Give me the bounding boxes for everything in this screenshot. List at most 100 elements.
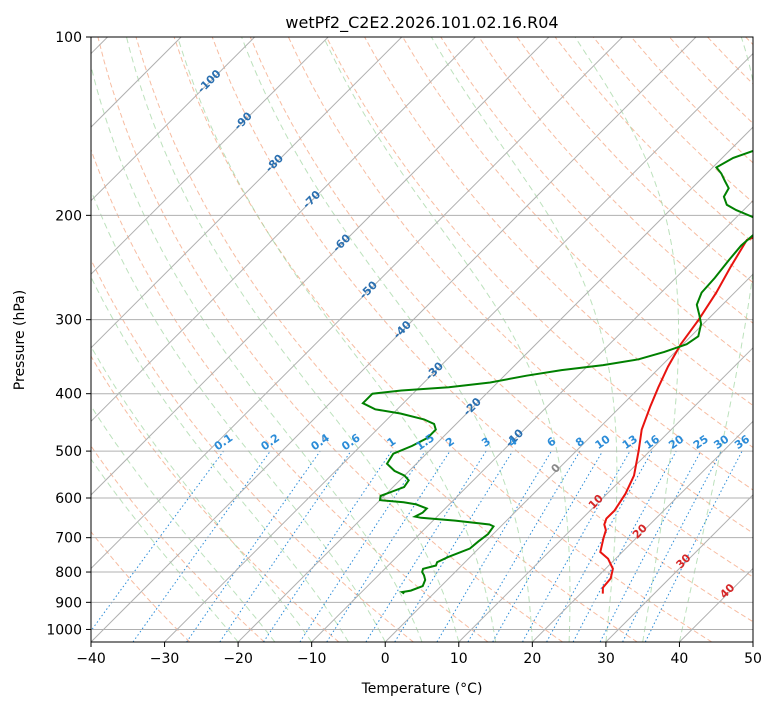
isotherm-line — [91, 37, 697, 642]
y-tick-label: 200 — [55, 208, 82, 224]
mixing-ratio-label: 20 — [666, 432, 686, 452]
isotherm-line — [91, 37, 403, 349]
moist-adiabat-line — [126, 37, 460, 642]
moist-adiabat-line — [91, 458, 239, 642]
x-tick-label: 10 — [450, 651, 468, 667]
moist-adiabat-line — [177, 37, 497, 642]
mixing-ratio-label: 0.2 — [259, 431, 282, 453]
x-tick-label: −30 — [150, 651, 180, 667]
moist-adiabat-line — [323, 37, 571, 642]
profile-line — [361, 149, 753, 595]
isotherm-line — [91, 37, 476, 423]
warm-isotherm-label: 20 — [630, 521, 650, 541]
reference-curve — [0, 37, 1, 642]
x-axis-label: Temperature (°C) — [361, 681, 483, 697]
isotherm-line — [311, 199, 753, 642]
isotherm-line — [91, 37, 550, 496]
dry-adiabat-line — [364, 37, 753, 449]
y-tick-label: 1000 — [46, 622, 82, 638]
y-tick-label: 400 — [55, 387, 82, 403]
x-tick-label: 0 — [381, 651, 390, 667]
isotherm-line — [237, 126, 753, 642]
profile-line — [599, 236, 753, 594]
dry-adiabat-line — [516, 37, 753, 284]
warm-isotherm-label: 0 — [549, 461, 564, 476]
dry-adiabat-line — [211, 37, 753, 623]
mixing-ratio-label: 0.6 — [339, 431, 363, 453]
mixing-ratio-line — [394, 450, 514, 642]
y-tick-label: 600 — [55, 491, 82, 507]
isotherm-label: -70 — [300, 188, 323, 211]
mixing-ratio-line — [219, 450, 352, 642]
mixing-ratio-line — [186, 450, 321, 642]
mixing-ratio-line — [522, 450, 631, 642]
y-axis-label: Pressure (hPa) — [12, 290, 28, 390]
y-tick-label: 700 — [55, 531, 82, 547]
isotherm-label: -90 — [232, 109, 255, 132]
dry-adiabat-line — [97, 37, 563, 642]
x-tick-label: −10 — [297, 651, 327, 667]
y-tick-label: 900 — [55, 595, 82, 611]
moist-adiabat-line — [430, 37, 618, 642]
x-tick-label: 30 — [597, 651, 615, 667]
y-tick-label: 300 — [55, 313, 82, 329]
mixing-ratio-line — [436, 450, 552, 642]
isotherm-line — [384, 273, 753, 642]
mixing-ratio-line — [326, 450, 451, 642]
isotherm-label: -60 — [330, 231, 353, 254]
dry-adiabat-line — [326, 37, 753, 491]
isotherm-line — [91, 37, 329, 275]
moist-adiabat-line — [574, 37, 680, 642]
profile-series — [361, 149, 753, 595]
dry-adiabat-line — [707, 37, 753, 85]
mixing-ratio-line — [572, 450, 677, 642]
isotherm-label: -50 — [357, 278, 380, 301]
moist-adiabat-line — [91, 275, 349, 642]
mixing-ratio-line — [622, 450, 722, 642]
mixing-ratio-line — [263, 450, 392, 642]
mixing-ratio-label: 2 — [443, 435, 457, 450]
moist-adiabat-line — [91, 188, 386, 642]
isotherm-line — [91, 37, 256, 202]
x-tick-label: 50 — [744, 651, 762, 667]
dry-adiabat-line — [91, 531, 191, 642]
mixing-ratio-label: 13 — [620, 433, 640, 452]
warm-isotherm-label: 30 — [674, 551, 694, 571]
mixing-ratio-line — [467, 450, 581, 642]
dry-adiabat-line — [249, 37, 753, 578]
dry-adiabat-line — [478, 37, 753, 324]
moist-adiabat-line — [91, 64, 423, 642]
moist-adiabat-line — [241, 37, 533, 642]
dry-adiabat-line — [554, 37, 753, 244]
dry-adiabat-line — [91, 445, 265, 642]
isotherm-line — [605, 494, 753, 642]
y-axis-ticks: 100 200 300 400 500 600 700 800 900 1000 — [46, 30, 91, 638]
dry-adiabat-line — [91, 355, 340, 642]
grid-lines — [91, 37, 753, 642]
dry-adiabat-line — [91, 148, 489, 642]
x-axis-ticks: −40 −30 −20 −10 0 10 20 30 40 50 — [76, 642, 762, 667]
mixing-ratio-label: 0.4 — [308, 431, 332, 453]
plot-frame — [90, 36, 754, 643]
background-lines — [0, 37, 753, 642]
dry-adiabat-line — [440, 37, 753, 365]
dry-adiabat-line — [135, 37, 638, 642]
isotherm-label: -100 — [195, 67, 224, 96]
dry-adiabat-line — [91, 258, 414, 642]
mixing-ratio-label: 36 — [732, 432, 752, 452]
mixing-ratio-line — [299, 450, 426, 642]
x-tick-label: 40 — [671, 651, 689, 667]
moist-adiabat-line — [678, 37, 753, 642]
mixing-ratio-line — [644, 450, 743, 642]
isotherm-line — [752, 641, 753, 642]
mixing-ratio-label: 1.5 — [414, 431, 437, 453]
mixing-ratio-label: 30 — [711, 432, 731, 452]
isotherm-label: -40 — [391, 318, 414, 341]
mixing-ratio-label: 0.1 — [212, 431, 235, 453]
mixing-ratio-line — [599, 450, 702, 642]
mixing-ratio-line — [91, 450, 224, 632]
isotherm-line — [164, 52, 753, 642]
dry-adiabat-line — [402, 37, 753, 407]
isotherm-line — [458, 347, 753, 642]
y-tick-label: 800 — [55, 565, 82, 581]
